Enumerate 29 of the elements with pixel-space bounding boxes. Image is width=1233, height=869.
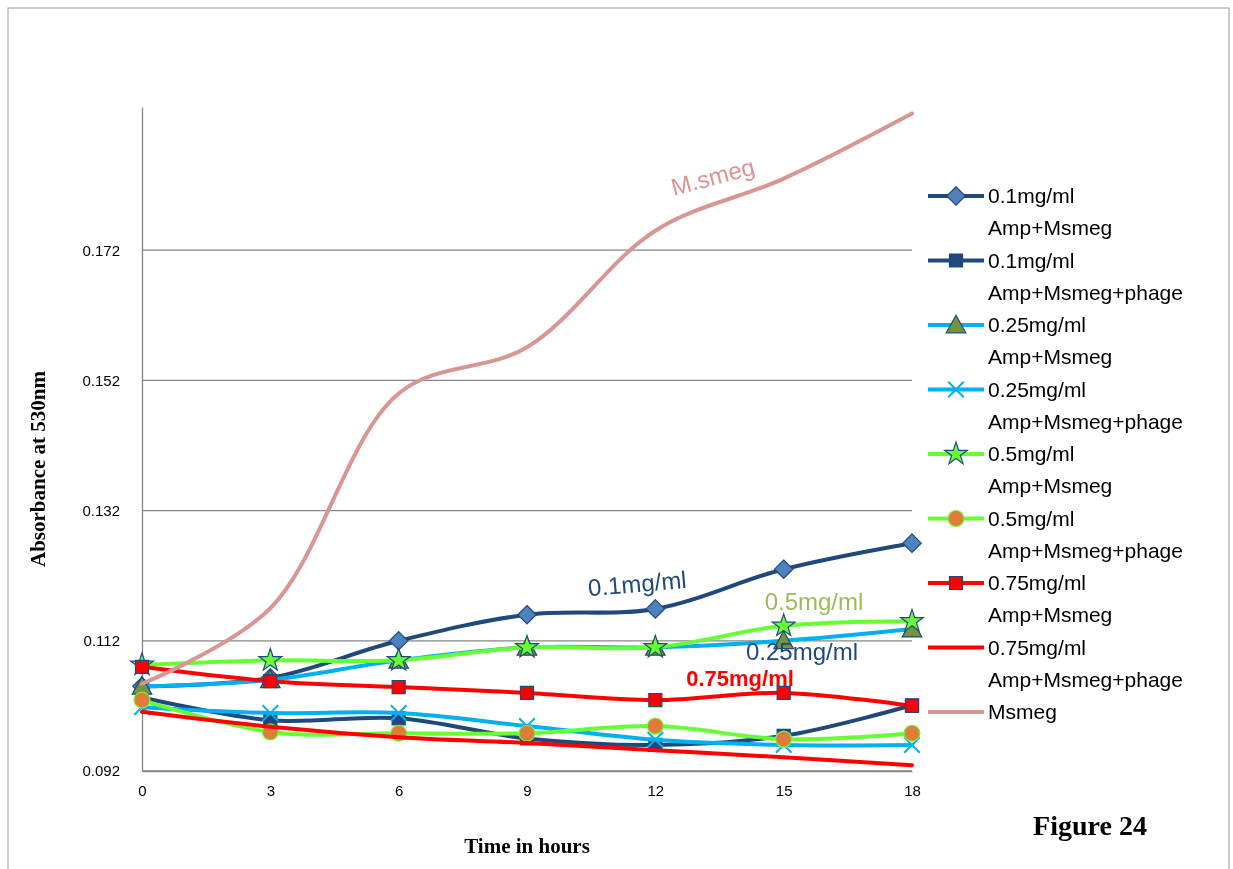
y-tick-label: 0.172 bbox=[82, 241, 120, 259]
annotation: M.smeg bbox=[668, 152, 758, 201]
legend-label: 0.75mg/ml Amp+Msmeg bbox=[988, 571, 1113, 626]
x-tick-label: 15 bbox=[775, 781, 793, 799]
x-tick-label: 3 bbox=[266, 781, 276, 799]
annotation: 0.25mg/ml bbox=[745, 638, 859, 665]
legend-label: 0.5mg/ml Amp+Msmeg bbox=[988, 442, 1113, 497]
annotation: 0.75mg/ml bbox=[686, 666, 794, 691]
x-tick-label: 12 bbox=[647, 781, 665, 799]
x-tick-label: 6 bbox=[394, 781, 404, 799]
y-axis-title: Absorbance at 530nm bbox=[26, 370, 50, 568]
y-tick-label: 0.152 bbox=[82, 371, 120, 389]
x-tick-label: 18 bbox=[904, 781, 921, 799]
y-tick-label: 0.132 bbox=[82, 501, 120, 519]
legend-label: 0.1mg/ml Amp+Msmeg+phage bbox=[988, 248, 1183, 304]
annotation: 0.1mg/ml bbox=[586, 565, 688, 602]
x-tick-label: 0 bbox=[138, 781, 147, 799]
legend-label: 0.5mg/ml Amp+Msmeg+phage bbox=[988, 506, 1183, 562]
legend-label: 0.75mg/ml Amp+Msmeg+phage bbox=[988, 635, 1183, 691]
annotation: 0.5mg/ml bbox=[764, 588, 864, 615]
y-tick-label: 0.112 bbox=[83, 632, 120, 650]
x-tick-label: 9 bbox=[523, 781, 532, 799]
x-axis-title: Time in hours bbox=[464, 834, 590, 858]
legend-label: 0.25mg/ml Amp+Msmeg+phage bbox=[988, 377, 1183, 433]
caption: Figure 24 bbox=[1033, 810, 1147, 841]
legend-label: 0.25mg/ml Amp+Msmeg bbox=[988, 313, 1113, 368]
legend-label: 0.1mg/ml Amp+Msmeg bbox=[988, 184, 1113, 239]
legend-label: Msmeg bbox=[988, 700, 1057, 723]
y-tick-label: 0.092 bbox=[82, 762, 120, 780]
